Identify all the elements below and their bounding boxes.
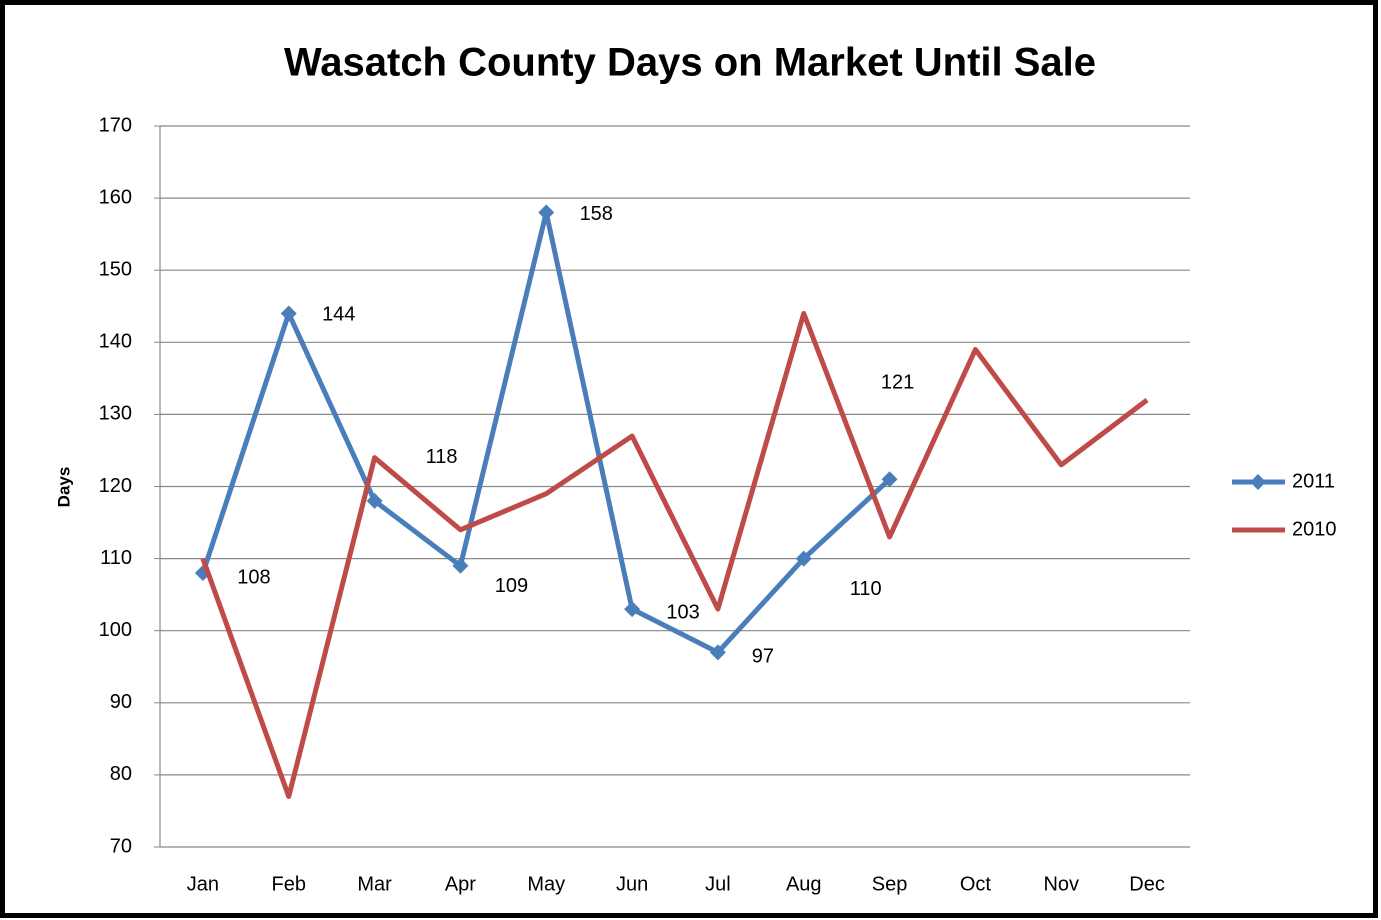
data-label: 110 — [850, 578, 882, 600]
data-point — [795, 550, 812, 567]
y-tick-label: 170 — [99, 114, 132, 136]
data-label: 121 — [881, 372, 914, 394]
x-tick-label: Oct — [960, 873, 992, 895]
data-point — [538, 204, 555, 221]
x-tick-label: Jul — [705, 873, 731, 895]
data-label: 108 — [237, 566, 270, 588]
data-point — [709, 644, 726, 661]
legend-label: 2010 — [1292, 518, 1337, 540]
legend-marker — [1250, 474, 1266, 490]
x-tick-label: Nov — [1043, 873, 1079, 895]
data-label: 97 — [752, 646, 774, 668]
series-line — [200, 310, 1149, 800]
data-label: 144 — [322, 304, 355, 326]
y-tick-label: 100 — [99, 619, 132, 641]
chart-title: Wasatch County Days on Market Until Sale — [284, 41, 1096, 85]
y-tick-label: 80 — [110, 763, 132, 785]
x-tick-label: Aug — [786, 873, 822, 895]
x-tick-label: Dec — [1129, 873, 1165, 895]
x-tick-label: Jan — [187, 873, 219, 895]
y-tick-label: 160 — [99, 186, 132, 208]
y-axis-title: Days — [54, 467, 73, 508]
x-tick-label: May — [527, 873, 565, 895]
data-point — [452, 557, 469, 574]
data-label: 158 — [580, 203, 613, 225]
data-point — [624, 601, 641, 618]
x-tick-label: Sep — [872, 873, 908, 895]
y-tick-label: 110 — [100, 547, 132, 569]
data-label: 109 — [495, 575, 528, 597]
x-tick-label: Mar — [357, 873, 392, 895]
y-tick-label: 120 — [99, 475, 132, 497]
y-tick-label: 90 — [110, 691, 132, 713]
data-point — [366, 492, 383, 509]
data-label: 103 — [666, 601, 699, 623]
y-tick-label: 130 — [99, 403, 132, 425]
legend-label: 2011 — [1292, 470, 1335, 492]
data-label: 118 — [426, 446, 458, 468]
x-tick-label: Feb — [272, 873, 306, 895]
y-tick-label: 150 — [99, 258, 132, 280]
y-tick-label: 70 — [110, 835, 132, 857]
data-point — [280, 305, 297, 322]
data-point — [881, 471, 898, 488]
x-tick-label: Apr — [445, 873, 476, 895]
x-tick-label: Jun — [616, 873, 648, 895]
y-tick-label: 140 — [99, 331, 132, 353]
